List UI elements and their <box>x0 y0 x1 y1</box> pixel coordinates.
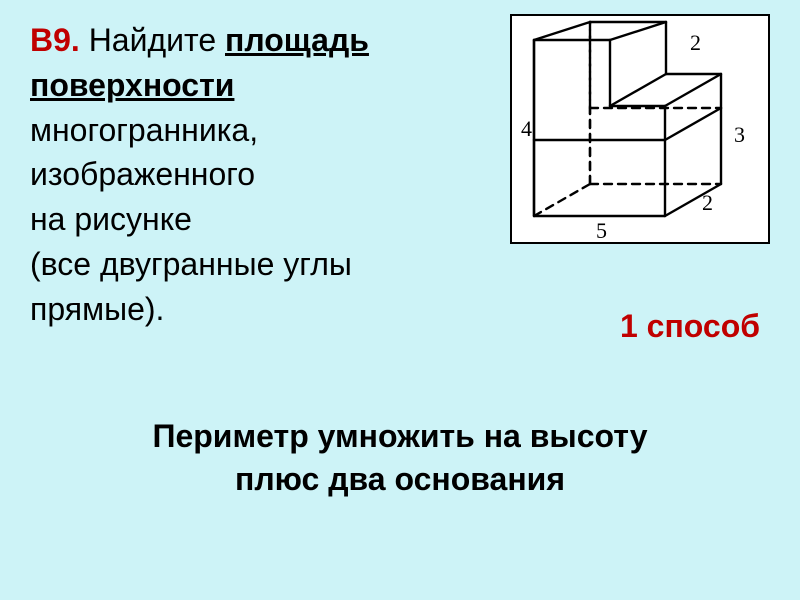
svg-text:2: 2 <box>690 30 701 55</box>
body-line: прямые). <box>30 291 164 327</box>
body-line: изображенного <box>30 156 255 192</box>
slide: В9. Найдите площадь поверхности многогра… <box>0 0 800 600</box>
svg-text:3: 3 <box>734 122 745 147</box>
problem-label: В9. <box>30 22 80 58</box>
underlined-part2: поверхности <box>30 67 234 103</box>
underlined-part1: площадь <box>225 22 369 58</box>
polyhedron-figure: 2 3 2 5 4 <box>510 14 770 244</box>
body-line: многогранника, <box>30 112 258 148</box>
method-label: 1 способ <box>620 308 760 345</box>
svg-text:4: 4 <box>521 116 532 141</box>
body-line: на рисунке <box>30 201 192 237</box>
hint-text: Периметр умножить на высоту плюс два осн… <box>0 415 800 501</box>
hint-line2: плюс два основания <box>235 461 565 497</box>
body-line: (все двугранные углы <box>30 246 352 282</box>
verb: Найдите <box>89 22 216 58</box>
svg-text:5: 5 <box>596 218 607 242</box>
hint-line1: Периметр умножить на высоту <box>152 418 647 454</box>
svg-text:2: 2 <box>702 190 713 215</box>
